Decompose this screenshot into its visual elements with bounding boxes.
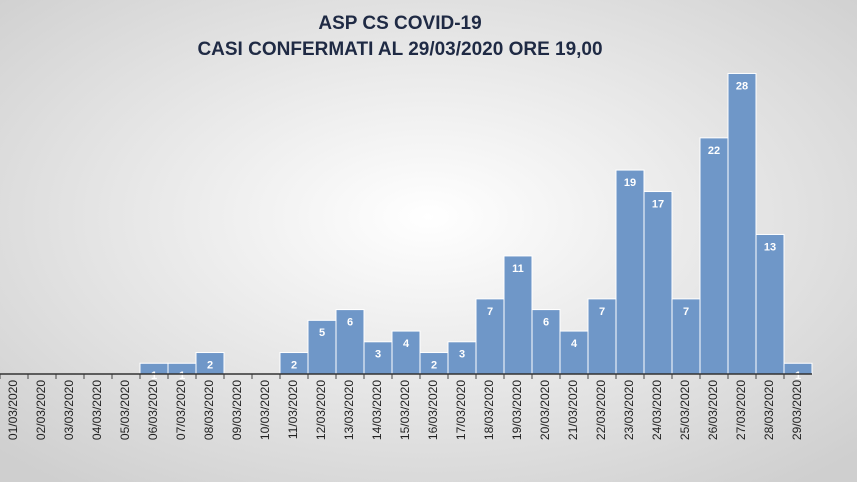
value-label: 2 (431, 359, 437, 371)
value-label: 5 (319, 327, 325, 339)
x-tick-label: 15/03/2020 (398, 380, 412, 440)
x-tick-label: 20/03/2020 (538, 380, 552, 440)
x-tick-label: 21/03/2020 (566, 380, 580, 440)
x-tick-label: 13/03/2020 (342, 380, 356, 440)
value-label: 2 (207, 359, 213, 371)
x-tick-label: 08/03/2020 (202, 380, 216, 440)
value-label: 7 (599, 306, 605, 318)
bar (671, 298, 701, 375)
value-label: 7 (487, 306, 493, 318)
x-tick-label: 28/03/2020 (762, 380, 776, 440)
value-label: 17 (652, 198, 664, 210)
x-tick-label: 26/03/2020 (706, 380, 720, 440)
bar (531, 309, 561, 375)
bar (643, 191, 673, 375)
chart-title: ASP CS COVID-19 (318, 13, 481, 34)
bar (559, 330, 589, 375)
x-tick-label: 27/03/2020 (734, 380, 748, 440)
bar (447, 341, 477, 375)
x-tick-label: 25/03/2020 (678, 380, 692, 440)
x-tick-label: 23/03/2020 (622, 380, 636, 440)
value-label: 3 (375, 349, 381, 361)
value-label: 6 (347, 317, 353, 329)
x-tick-label: 03/03/2020 (62, 380, 76, 440)
value-label: 4 (403, 338, 410, 350)
x-tick-label: 24/03/2020 (650, 380, 664, 440)
value-label: 28 (736, 80, 748, 92)
bar (615, 169, 645, 375)
value-label: 13 (764, 241, 776, 253)
x-tick-label: 05/03/2020 (118, 380, 132, 440)
value-label: 2 (291, 359, 297, 371)
x-tick-label: 01/03/2020 (6, 380, 20, 440)
x-tick-label: 12/03/2020 (314, 380, 328, 440)
bar (727, 72, 757, 375)
bar (391, 330, 421, 375)
value-label: 7 (683, 306, 689, 318)
x-tick-label: 04/03/2020 (90, 380, 104, 440)
x-tick-label: 09/03/2020 (230, 380, 244, 440)
value-label: 3 (459, 349, 465, 361)
bar (335, 309, 365, 375)
value-label: 4 (571, 338, 578, 350)
x-tick-label: 11/03/2020 (286, 380, 300, 439)
value-label: 1 (151, 370, 157, 382)
x-tick-label: 17/03/2020 (454, 380, 468, 440)
value-label: 11 (512, 263, 524, 275)
bar (307, 319, 337, 375)
x-tick-label: 02/03/2020 (34, 380, 48, 440)
bar (475, 298, 505, 375)
x-tick-label: 29/03/2020 (790, 380, 804, 440)
x-tick-label: 18/03/2020 (482, 380, 496, 440)
chart-subtitle: CASI CONFERMATI AL 29/03/2020 ORE 19,00 (197, 39, 602, 60)
x-tick-label: 06/03/2020 (146, 380, 160, 440)
bar (699, 137, 729, 375)
value-label: 6 (543, 317, 549, 329)
bar (755, 233, 785, 375)
x-tick-label: 10/03/2020 (258, 380, 272, 440)
value-label: 19 (624, 177, 636, 189)
value-label: 1 (795, 370, 801, 382)
value-label: 22 (708, 145, 720, 157)
x-tick-label: 22/03/2020 (594, 380, 608, 440)
x-tick-label: 16/03/2020 (426, 380, 440, 440)
bar (503, 255, 533, 375)
value-label: 1 (179, 370, 185, 382)
x-tick-label: 14/03/2020 (370, 380, 384, 440)
x-tick-label: 07/03/2020 (174, 380, 188, 440)
x-tick-label: 19/03/2020 (510, 380, 524, 440)
